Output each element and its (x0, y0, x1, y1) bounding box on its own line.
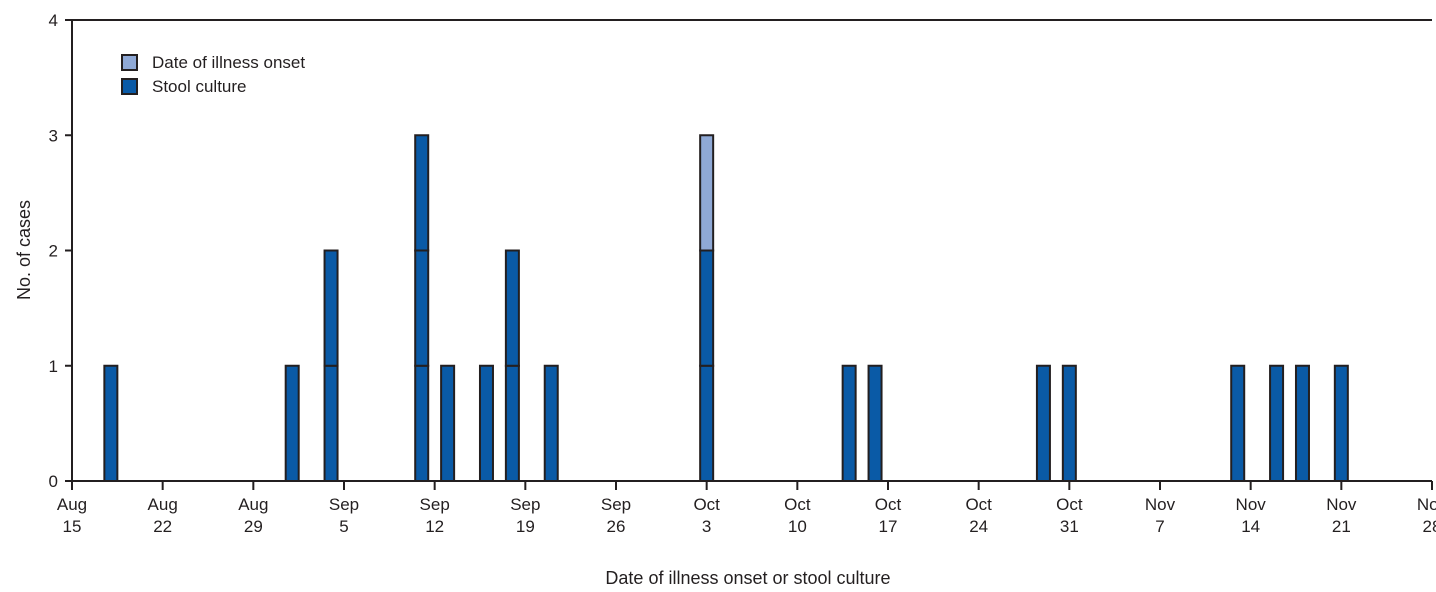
x-tick-label-day: 19 (516, 517, 535, 536)
legend-swatch (121, 78, 138, 95)
bar-segment-stool-culture (699, 249, 715, 367)
x-tick-label-month: Sep (420, 495, 450, 514)
x-tick-label-day: 22 (153, 517, 172, 536)
x-tick-label-day: 21 (1332, 517, 1351, 536)
x-tick-label-month: Nov (1326, 495, 1357, 514)
x-tick-label-month: Oct (693, 495, 720, 514)
bar-segment-stool-culture (504, 364, 520, 482)
x-tick-label-day: 10 (788, 517, 807, 536)
bar-segment-stool-culture (1269, 364, 1285, 482)
y-tick-label: 4 (49, 11, 58, 30)
y-axis-title: No. of cases (14, 200, 34, 300)
bar-segment-illness-onset (699, 134, 715, 252)
x-tick-label-day: 14 (1241, 517, 1260, 536)
legend-label: Stool culture (152, 77, 247, 96)
bar-segment-stool-culture (1294, 364, 1310, 482)
x-tick-label-month: Oct (965, 495, 992, 514)
x-tick-label-month: Aug (57, 495, 87, 514)
x-tick-label-day: 26 (607, 517, 626, 536)
x-tick-label-day: 7 (1155, 517, 1164, 536)
bars-layer (103, 134, 1349, 482)
x-tick-label-day: 5 (339, 517, 348, 536)
bar-segment-stool-culture (323, 249, 339, 367)
x-tick-label-month: Sep (510, 495, 540, 514)
legend-label: Date of illness onset (152, 53, 305, 72)
bar-segment-stool-culture (414, 134, 430, 252)
y-tick-label: 0 (49, 472, 58, 491)
y-tick-label: 3 (49, 126, 58, 145)
bar-segment-stool-culture (440, 364, 456, 482)
bar-segment-stool-culture (103, 364, 119, 482)
x-tick-label-month: Aug (238, 495, 268, 514)
x-tick-label-day: 24 (969, 517, 988, 536)
x-tick-label-month: Sep (601, 495, 631, 514)
x-tick-label-month: Oct (784, 495, 811, 514)
x-tick-label-day: 3 (702, 517, 711, 536)
x-axis-title: Date of illness onset or stool culture (605, 568, 890, 588)
bar-segment-stool-culture (841, 364, 857, 482)
axes-layer: 01234Aug15Aug22Aug29Sep5Sep12Sep19Sep26O… (49, 11, 1436, 536)
x-tick-label-day: 31 (1060, 517, 1079, 536)
x-tick-label-day: 12 (425, 517, 444, 536)
x-tick-label-day: 17 (879, 517, 898, 536)
x-tick-label-month: Nov (1145, 495, 1176, 514)
bar-segment-stool-culture (1333, 364, 1349, 482)
x-tick-label-day: 28 (1423, 517, 1436, 536)
x-tick-label-day: 29 (244, 517, 263, 536)
legend: Date of illness onset Stool culture (121, 53, 305, 96)
bar-segment-stool-culture (284, 364, 300, 482)
bar-segment-stool-culture (1035, 364, 1051, 482)
bar-segment-stool-culture (699, 364, 715, 482)
x-tick-label-month: Oct (875, 495, 902, 514)
legend-swatch (121, 54, 138, 71)
x-tick-label-month: Nov (1417, 495, 1436, 514)
y-tick-label: 2 (49, 242, 58, 261)
y-tick-label: 1 (49, 357, 58, 376)
x-tick-label-day: 15 (63, 517, 82, 536)
bar-segment-stool-culture (478, 364, 494, 482)
bar-segment-stool-culture (414, 364, 430, 482)
x-tick-label-month: Oct (1056, 495, 1083, 514)
x-tick-label-month: Nov (1236, 495, 1267, 514)
bar-segment-stool-culture (543, 364, 559, 482)
x-tick-label-month: Aug (148, 495, 178, 514)
bar-segment-stool-culture (1230, 364, 1246, 482)
bar-segment-stool-culture (867, 364, 883, 482)
x-tick-label-month: Sep (329, 495, 359, 514)
bar-segment-stool-culture (1061, 364, 1077, 482)
bar-segment-stool-culture (323, 364, 339, 482)
bar-segment-stool-culture (504, 249, 520, 367)
bar-segment-stool-culture (414, 249, 430, 367)
